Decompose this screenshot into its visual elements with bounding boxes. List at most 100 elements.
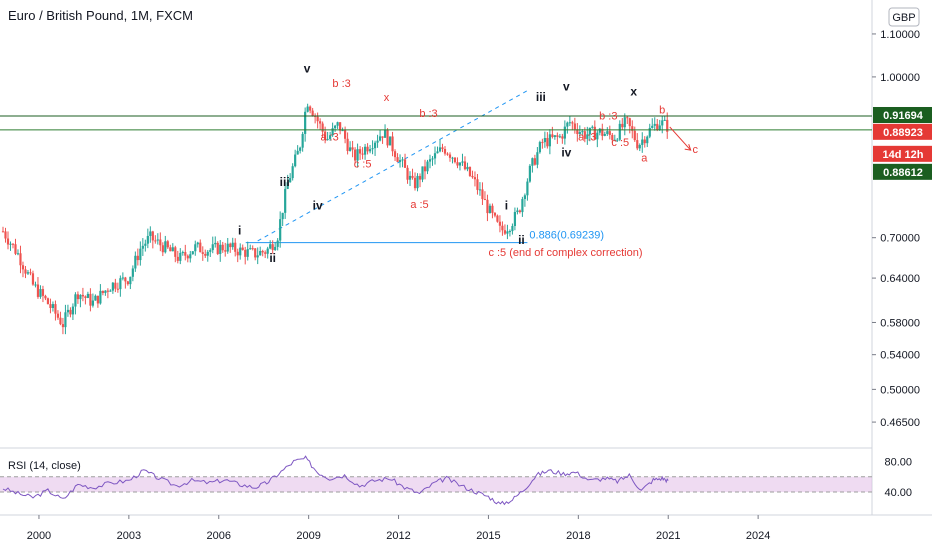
candle-body (643, 139, 646, 144)
candle-body (254, 248, 257, 258)
candle-body (493, 212, 497, 216)
candle-body (381, 136, 384, 138)
candle-body (521, 199, 524, 213)
wave-label: c :5 (611, 137, 629, 149)
candle-body (491, 205, 494, 213)
x-tick-label: 2006 (207, 530, 231, 542)
candle-body (46, 298, 50, 305)
candle-body (646, 136, 649, 144)
candle-body (166, 241, 169, 248)
candle-body (528, 165, 531, 182)
candle-body (653, 123, 656, 126)
candle-body (136, 255, 139, 261)
currency-badge[interactable]: GBP (888, 7, 920, 27)
candle-body (633, 130, 636, 141)
candle-body (131, 268, 134, 277)
candle-body (109, 290, 112, 292)
candle-body (204, 253, 207, 256)
countdown-tag: 14d 12h (883, 149, 924, 161)
candle-body (598, 128, 601, 133)
level-tag-lower: 0.88612 (883, 167, 923, 179)
wave-label: iv (313, 199, 323, 213)
candle-body (608, 131, 611, 135)
candle-body (114, 282, 117, 289)
candle-body (468, 166, 472, 176)
candle-body (211, 244, 214, 251)
candle-body (126, 281, 129, 285)
candle-body (309, 106, 312, 111)
candle-body (234, 242, 237, 252)
candle-body (628, 118, 631, 127)
candle-body (436, 151, 439, 154)
y-tick-label: 0.70000 (880, 233, 920, 245)
candle-body (543, 138, 546, 143)
candle-body (274, 246, 277, 251)
wave-label: b :3 (332, 78, 350, 90)
candle-body (111, 282, 114, 291)
level-tag-lower-bg (873, 163, 932, 180)
candle-body (129, 276, 132, 285)
candle-body (11, 243, 15, 245)
candle-body (214, 242, 217, 245)
candle-body (174, 247, 177, 257)
candle-body (81, 294, 85, 297)
candle-body (319, 121, 322, 124)
candle-body (441, 147, 444, 149)
candle-body (251, 248, 254, 250)
candle-body (411, 175, 414, 178)
wave-label: a :3 (320, 132, 338, 144)
wave-label: iii (280, 175, 290, 189)
candle-body (181, 252, 184, 254)
candle-body (576, 129, 579, 135)
candle-body (588, 127, 591, 135)
candle-body (358, 149, 362, 154)
candle-body (96, 295, 99, 304)
candle-body (393, 151, 397, 158)
candle-body (423, 166, 427, 172)
candle-body (179, 252, 182, 261)
candle-body (271, 244, 274, 251)
x-tick-label: 2000 (27, 530, 51, 542)
candle-body (301, 133, 304, 148)
candle-body (106, 290, 109, 292)
candle-body (49, 304, 52, 308)
wave-label: x (630, 84, 637, 98)
candle-body (563, 126, 566, 139)
candle-body (41, 289, 45, 296)
candle-body (366, 146, 369, 152)
candle-body (456, 162, 459, 166)
candle-body (311, 110, 314, 116)
projection-arrow (669, 126, 692, 151)
candle-body (438, 147, 442, 152)
candle-body (391, 136, 394, 152)
candle-body (346, 138, 349, 151)
candle-body (14, 244, 17, 254)
candle-body (396, 157, 399, 162)
candle-body (636, 140, 639, 149)
fib-level-label: 0.886(0.69239) (529, 230, 604, 242)
candle-body (259, 251, 262, 256)
candle-body (339, 122, 342, 131)
candle-body (458, 162, 462, 166)
candle-body (191, 251, 194, 255)
candle-body (641, 139, 644, 145)
candle-body (149, 231, 152, 236)
candle-body (431, 158, 434, 160)
x-tick-label: 2012 (386, 530, 410, 542)
wave-label: v (563, 80, 570, 94)
candle-body (513, 212, 517, 227)
candle-body (331, 128, 334, 136)
candle-body (54, 304, 57, 314)
candle-body (401, 159, 404, 161)
candle-body (388, 136, 392, 146)
y-tick-label: 1.00000 (880, 72, 920, 84)
candle-body (473, 177, 477, 180)
candle-body (503, 230, 507, 234)
candle-body (16, 253, 20, 255)
candle-body (651, 125, 654, 128)
candle-body (568, 122, 571, 124)
candle-body (231, 242, 234, 248)
candle-body (176, 256, 179, 261)
